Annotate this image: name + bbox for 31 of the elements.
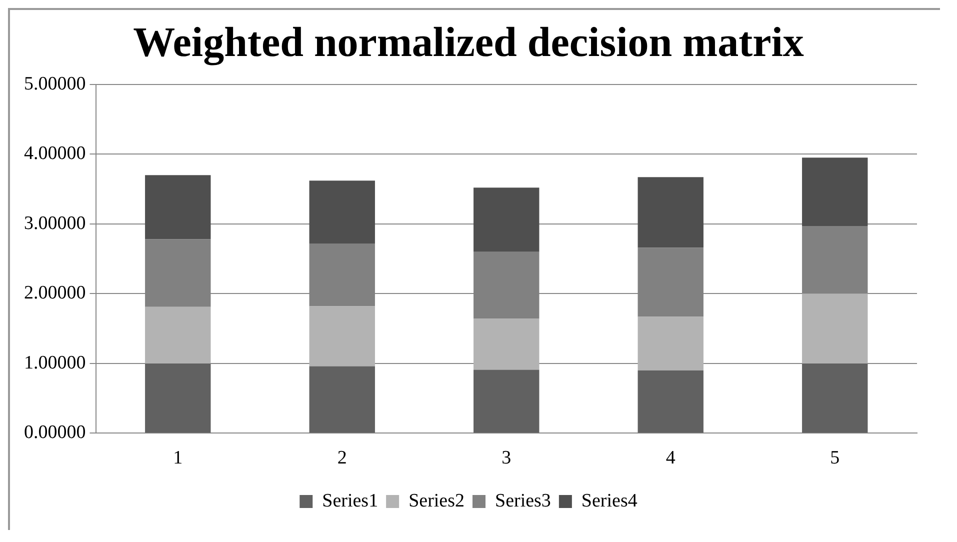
bar bbox=[474, 188, 540, 252]
bar bbox=[638, 316, 704, 370]
x-tick-label: 1 bbox=[173, 448, 183, 469]
legend-label: Series3 bbox=[495, 490, 551, 512]
legend-label: Series1 bbox=[322, 490, 378, 512]
bar bbox=[309, 366, 375, 433]
bar bbox=[309, 306, 375, 366]
legend-label: Series2 bbox=[408, 490, 465, 512]
y-tick-label: 1.00000 bbox=[24, 352, 86, 374]
legend-label: Series4 bbox=[581, 490, 638, 512]
y-tick-label: 5.00000 bbox=[24, 73, 86, 94]
chart-title: Weighted normalized decision matrix bbox=[133, 20, 804, 66]
bar bbox=[638, 177, 704, 248]
bar bbox=[474, 370, 540, 433]
bar bbox=[802, 363, 868, 433]
x-tick-label: 5 bbox=[830, 448, 840, 469]
bar bbox=[802, 294, 868, 364]
bar bbox=[145, 306, 211, 364]
x-tick-label: 3 bbox=[502, 448, 512, 469]
bar bbox=[802, 158, 868, 226]
bar bbox=[309, 180, 375, 244]
bar bbox=[638, 370, 704, 433]
x-tick-label: 4 bbox=[666, 448, 676, 469]
x-tick-label: 2 bbox=[337, 448, 347, 469]
y-tick-label: 4.00000 bbox=[24, 143, 86, 164]
bar bbox=[145, 175, 211, 240]
y-tick-label: 2.00000 bbox=[24, 282, 86, 304]
y-tick-label: 0.00000 bbox=[24, 422, 86, 444]
y-tick-label: 3.00000 bbox=[24, 212, 86, 234]
bar bbox=[474, 318, 540, 370]
bar bbox=[145, 363, 211, 433]
